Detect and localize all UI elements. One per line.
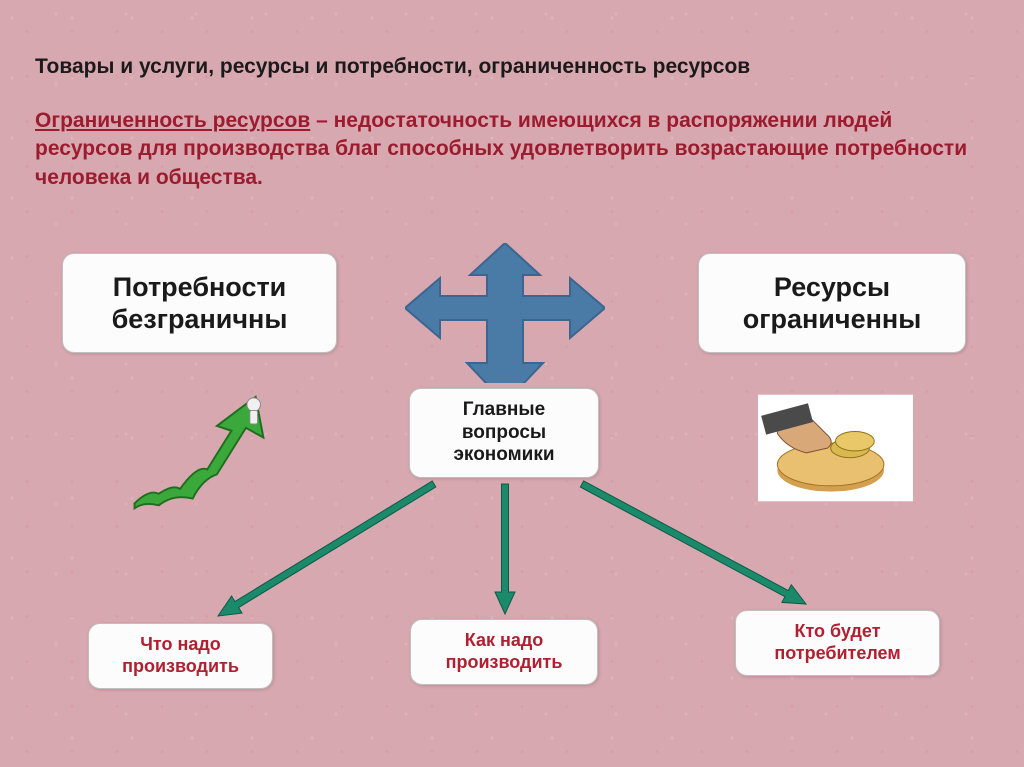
growth-arrow-clipart <box>120 395 275 515</box>
connector-arrow <box>495 484 515 614</box>
money-hand-clipart <box>758 393 913 503</box>
connector-arrows <box>0 0 1024 767</box>
